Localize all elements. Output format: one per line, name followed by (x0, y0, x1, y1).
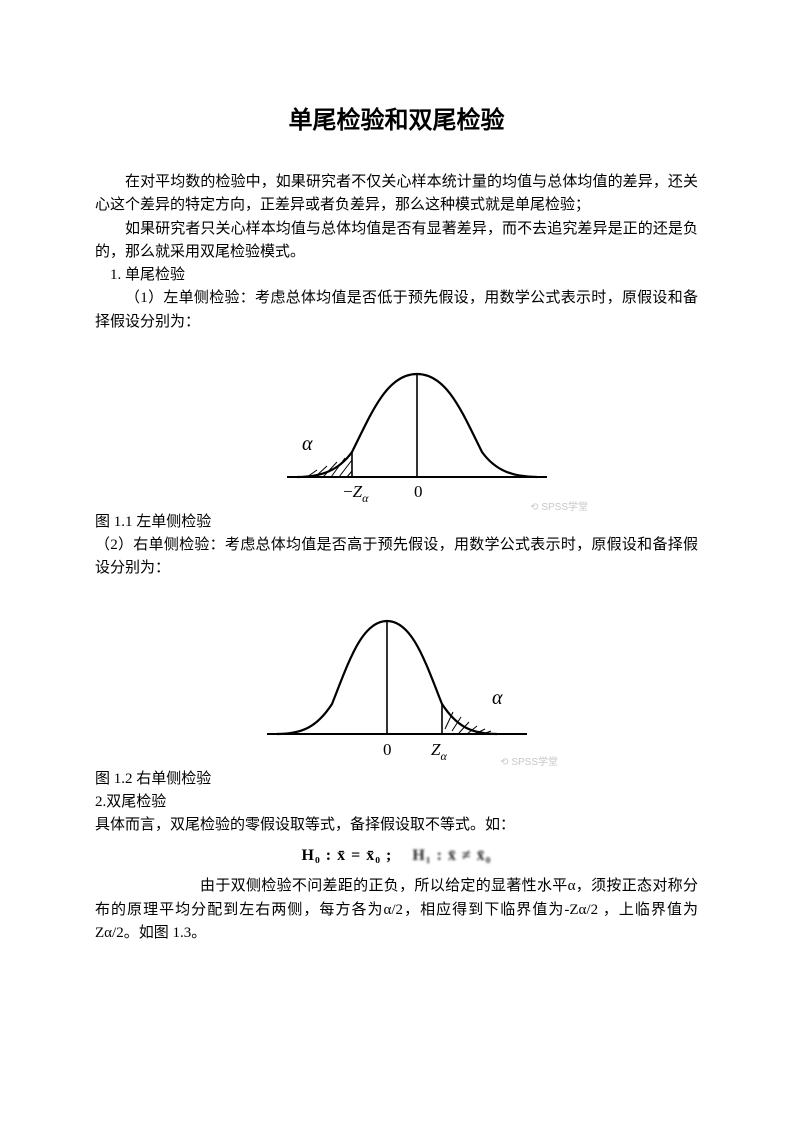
watermark-1: ⟲ SPSS学堂 (530, 498, 588, 513)
section-2-2: 由于双侧检验不问差距的正负，所以给定的显著性水平α，须按正态对称分布的原理平均分… (95, 875, 698, 945)
z-label: Zα (431, 740, 447, 763)
zero-label: 0 (414, 482, 423, 501)
left-tail-curve: α −Zα 0 (247, 352, 547, 507)
section-2-1: 具体而言，双尾检验的零假设取等式，备择假设取不等式。如： (95, 814, 698, 837)
neg-z-label: −Zα (343, 482, 369, 505)
figure-1-left-tail: α −Zα 0 ⟲ SPSS学堂 (95, 352, 698, 507)
section-1-2: （2）右单侧检验：考虑总体均值是否高于预先假设，用数学公式表示时，原假设和备择假… (95, 534, 698, 581)
hypothesis-formula: H₀ : x̄ = x̄₀ ; H₁ : x̄ ≠ x̄₀ (95, 847, 698, 865)
figure-2-right-tail: α 0 Zα ⟲ SPSS学堂 (95, 599, 698, 764)
section-1-heading: 1. 单尾检验 (95, 264, 698, 287)
figure-2-caption: 图 1.2 右单侧检验 (95, 768, 698, 791)
right-tail-curve: α 0 Zα (247, 599, 547, 764)
watermark-2: ⟲ SPSS学堂 (500, 753, 558, 768)
alpha-label: α (302, 433, 313, 455)
figure-1-caption: 图 1.1 左单侧检验 (95, 511, 698, 534)
section-1-1: （1）左单侧检验：考虑总体均值是否低于预先假设，用数学公式表示时，原假设和备择假… (95, 287, 698, 334)
paragraph-intro-1: 在对平均数的检验中，如果研究者不仅关心样本统计量的均值与总体均值的差异，还关心这… (95, 171, 698, 218)
zero-label-2: 0 (383, 740, 392, 759)
alpha-label-2: α (492, 687, 503, 709)
section-2-heading: 2.双尾检验 (95, 791, 698, 814)
page-title: 单尾检验和双尾检验 (95, 100, 698, 135)
paragraph-intro-2: 如果研究者只关心样本均值与总体均值是否有显著差异，而不去追究差异是正的还是负的，… (95, 218, 698, 265)
